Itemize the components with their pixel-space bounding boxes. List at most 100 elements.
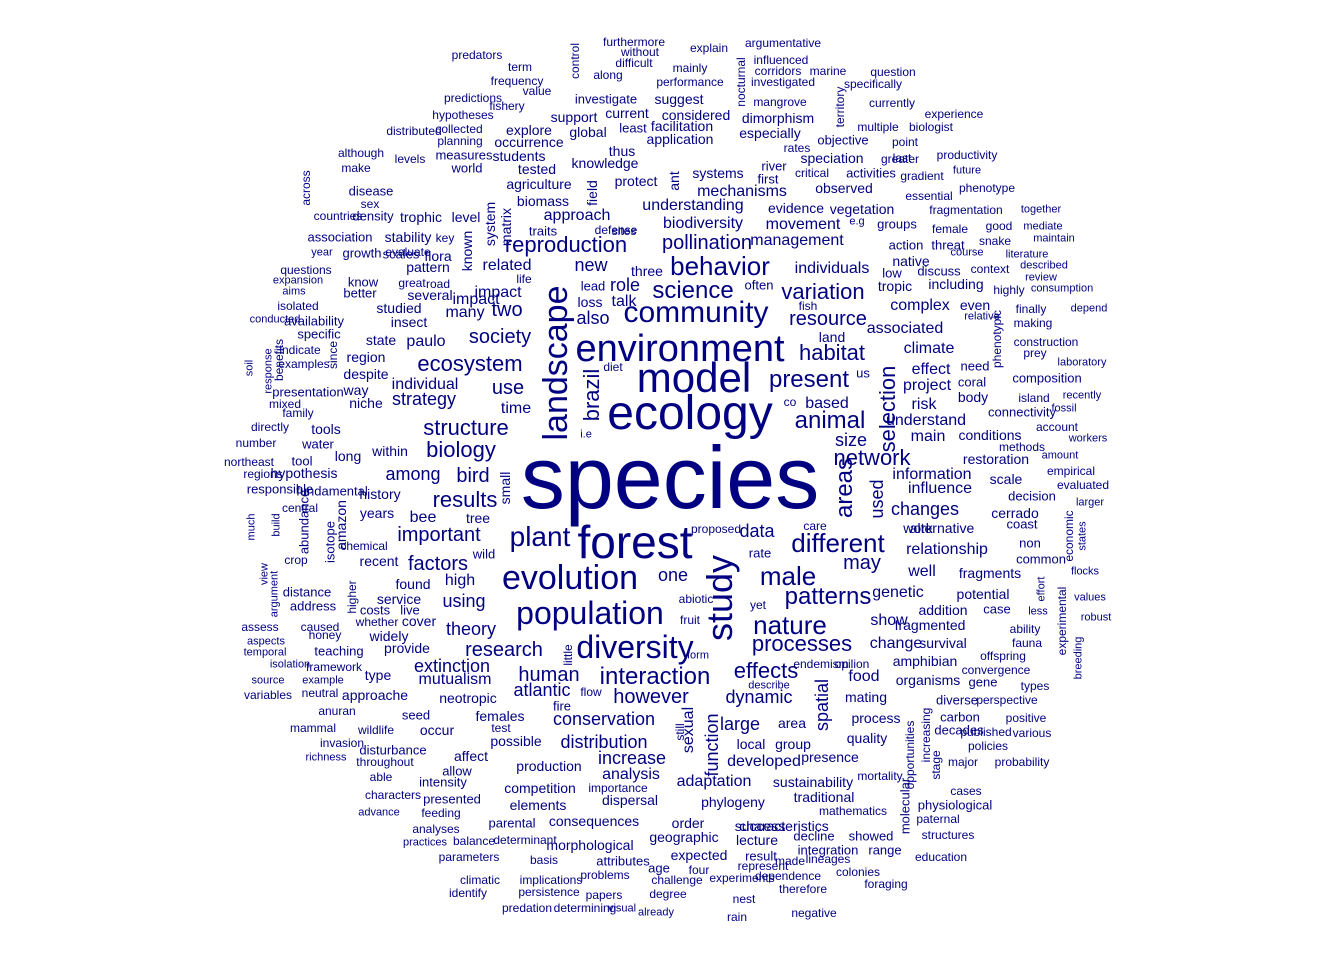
cloud-word: published [960, 725, 1012, 739]
cloud-word: productivity [936, 148, 998, 162]
cloud-word: aims [282, 285, 306, 298]
cloud-word: fossil [1051, 402, 1077, 415]
cloud-word: mating [844, 689, 888, 705]
cloud-word: decision [1008, 488, 1056, 504]
cloud-word: co [783, 395, 797, 409]
cloud-word: disturbance [359, 742, 427, 758]
cloud-word: also [576, 308, 610, 328]
cloud-word: levels [394, 152, 426, 166]
cloud-word: movement [765, 216, 841, 233]
cloud-word: gradient [900, 169, 944, 183]
cloud-word: describe [748, 679, 790, 692]
cloud-word: size [834, 430, 868, 450]
cloud-word: making [1013, 316, 1053, 330]
cloud-word: especially [739, 125, 801, 141]
cloud-word: association [307, 229, 373, 245]
cloud-word: mechanisms [697, 183, 787, 200]
cloud-word: fruit [679, 613, 701, 627]
cloud-word: patterns [784, 583, 872, 610]
cloud-word: future [952, 164, 982, 177]
cloud-word: lineages [805, 852, 851, 866]
cloud-word: economic [1062, 510, 1076, 562]
cloud-word: much [245, 513, 258, 541]
cloud-word: term [508, 60, 532, 74]
cloud-word: adaptation [676, 773, 752, 790]
cloud-word: associated [866, 320, 944, 337]
cloud-word: defense [594, 223, 638, 237]
cloud-word: amount [1041, 449, 1079, 462]
cloud-word: integration [797, 842, 859, 858]
cloud-word: degree [649, 887, 687, 901]
cloud-word: intensity [419, 774, 467, 790]
cloud-word: discuss [917, 263, 961, 279]
cloud-word: along [593, 68, 623, 82]
cloud-word: however [613, 686, 689, 708]
cloud-word: animal [794, 407, 866, 434]
cloud-word: reproduction [504, 232, 628, 257]
cloud-word: widely [369, 628, 409, 644]
cloud-word: dependence [754, 869, 822, 883]
cloud-word: laboratory [1057, 356, 1107, 369]
cloud-word: food [848, 668, 880, 685]
cloud-word: mediate [1023, 220, 1063, 233]
cloud-word: physiological [917, 797, 993, 813]
cloud-word: despite [343, 366, 389, 382]
cloud-word: fauna [1011, 636, 1043, 650]
cloud-word: known [459, 230, 475, 272]
cloud-word: phenotype [958, 181, 1016, 195]
cloud-word: groups [877, 216, 917, 232]
cloud-word: evaluated [1056, 478, 1110, 492]
cloud-word: central [281, 501, 319, 515]
cloud-word: three [631, 263, 663, 279]
cloud-word: related [482, 257, 532, 274]
cloud-word: cerrado [991, 505, 1039, 521]
cloud-word: community [623, 296, 769, 329]
cloud-word: collected [435, 122, 483, 136]
cloud-word: many [445, 304, 485, 321]
cloud-word: geographic [649, 829, 719, 845]
cloud-word: niche [349, 395, 383, 411]
cloud-word: well [908, 563, 936, 580]
cloud-word: live [400, 602, 420, 618]
cloud-word: importance [588, 781, 648, 795]
cloud-word: different [791, 528, 885, 558]
cloud-word: case [983, 601, 1011, 617]
cloud-word: potential [956, 586, 1010, 602]
cloud-word: information [892, 466, 972, 483]
cloud-word: state [365, 332, 397, 348]
cloud-word: distributed [386, 124, 442, 138]
cloud-word: hypotheses [432, 108, 494, 122]
cloud-word: implications [519, 873, 583, 887]
cloud-word: less [1028, 605, 1048, 618]
cloud-word: flocks [1070, 565, 1100, 578]
cloud-word: organisms [895, 672, 961, 688]
cloud-word: attributes [596, 853, 650, 869]
cloud-word: influenced [753, 53, 809, 67]
cloud-word: care [803, 519, 827, 533]
cloud-word: first [757, 171, 779, 187]
cloud-word: therefore [778, 882, 828, 896]
cloud-word: larger [1075, 496, 1105, 509]
cloud-word: stability [384, 229, 432, 245]
cloud-word: able [369, 770, 393, 784]
cloud-word: states [1076, 521, 1089, 551]
cloud-word: challenge [651, 873, 703, 887]
cloud-word: stage [929, 750, 943, 780]
cloud-word: two [491, 299, 523, 321]
cloud-word: parental [488, 815, 536, 831]
cloud-word: history [359, 486, 401, 502]
cloud-word: still [673, 723, 687, 741]
cloud-word: small [497, 471, 513, 505]
cloud-word: mathematics [818, 804, 888, 818]
cloud-word: visual [607, 902, 637, 915]
cloud-word: sites [611, 224, 637, 238]
cloud-word: measures [435, 147, 493, 163]
cloud-word: presence [801, 749, 859, 765]
cloud-word: understand [885, 412, 967, 429]
cloud-word: evolution [501, 559, 639, 597]
cloud-word: coast [1006, 516, 1038, 532]
cloud-word: tool [291, 453, 313, 469]
cloud-word: knowledge [571, 155, 639, 171]
cloud-word: fundamental [296, 483, 368, 499]
cloud-word: snake [978, 234, 1012, 248]
